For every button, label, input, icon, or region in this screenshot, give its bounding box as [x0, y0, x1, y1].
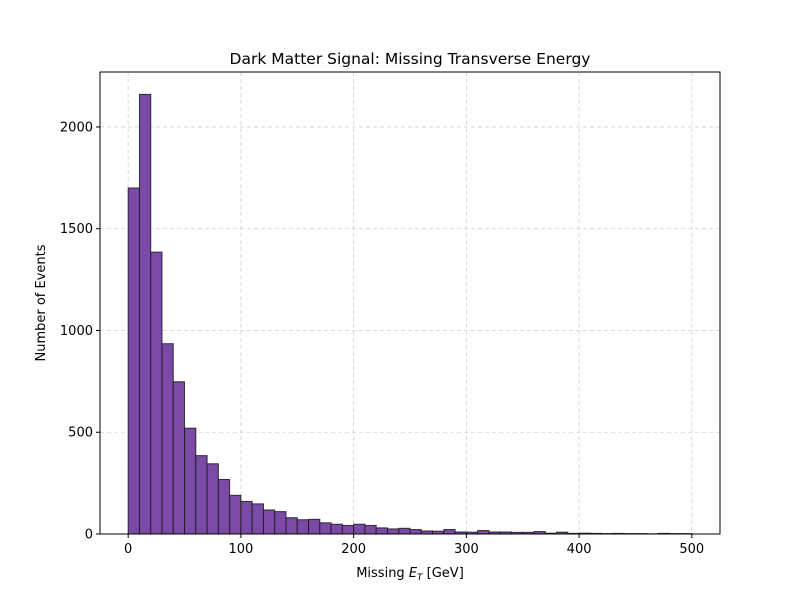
y-tick-label: 1500 — [60, 222, 93, 237]
y-tick-label: 500 — [68, 426, 93, 441]
histogram-bar — [342, 525, 353, 534]
histogram-bar — [196, 456, 207, 534]
histogram-bar — [331, 524, 342, 534]
histogram-bar — [162, 344, 173, 534]
x-tick-label: 0 — [124, 542, 132, 557]
histogram-bar — [151, 252, 162, 534]
histogram-bar — [478, 531, 489, 534]
chart-title: Dark Matter Signal: Missing Transverse E… — [230, 50, 591, 68]
histogram-bar — [218, 479, 229, 534]
x-tick-label: 300 — [454, 542, 479, 557]
histogram-bar — [128, 188, 139, 534]
y-tick-label: 0 — [85, 528, 93, 543]
histogram-bar — [173, 382, 184, 534]
histogram-bar — [320, 523, 331, 534]
histogram-bar — [444, 530, 455, 534]
x-tick-label: 500 — [679, 542, 704, 557]
x-tick-label: 200 — [341, 542, 366, 557]
y-axis-label: Number of Events — [34, 244, 49, 361]
histogram-bar — [207, 464, 218, 534]
histogram-bar — [309, 519, 320, 534]
histogram-bar — [354, 524, 365, 534]
x-tick-label: 400 — [567, 542, 592, 557]
histogram-bar — [252, 504, 263, 534]
x-axis-label: Missing ET [GeV] — [356, 566, 464, 583]
histogram-bar — [297, 520, 308, 534]
histogram-bar — [410, 530, 421, 534]
histogram-bar — [376, 528, 387, 534]
histogram-bar — [399, 528, 410, 534]
x-axis-label-suffix: [GeV] — [423, 566, 464, 581]
histogram-bar — [139, 94, 150, 534]
histogram-bar — [263, 510, 274, 534]
y-tick-label: 1000 — [60, 324, 93, 339]
histogram-bar — [275, 512, 286, 534]
x-axis-label-prefix: Missing — [356, 566, 409, 581]
histogram-bar — [241, 501, 252, 534]
histogram-bar — [286, 518, 297, 534]
x-tick-label: 100 — [228, 542, 253, 557]
histogram-bar — [230, 495, 241, 534]
histogram-bar — [387, 529, 398, 534]
histogram-bar — [365, 525, 376, 534]
histogram-bar — [185, 428, 196, 534]
y-tick-label: 2000 — [60, 120, 93, 135]
